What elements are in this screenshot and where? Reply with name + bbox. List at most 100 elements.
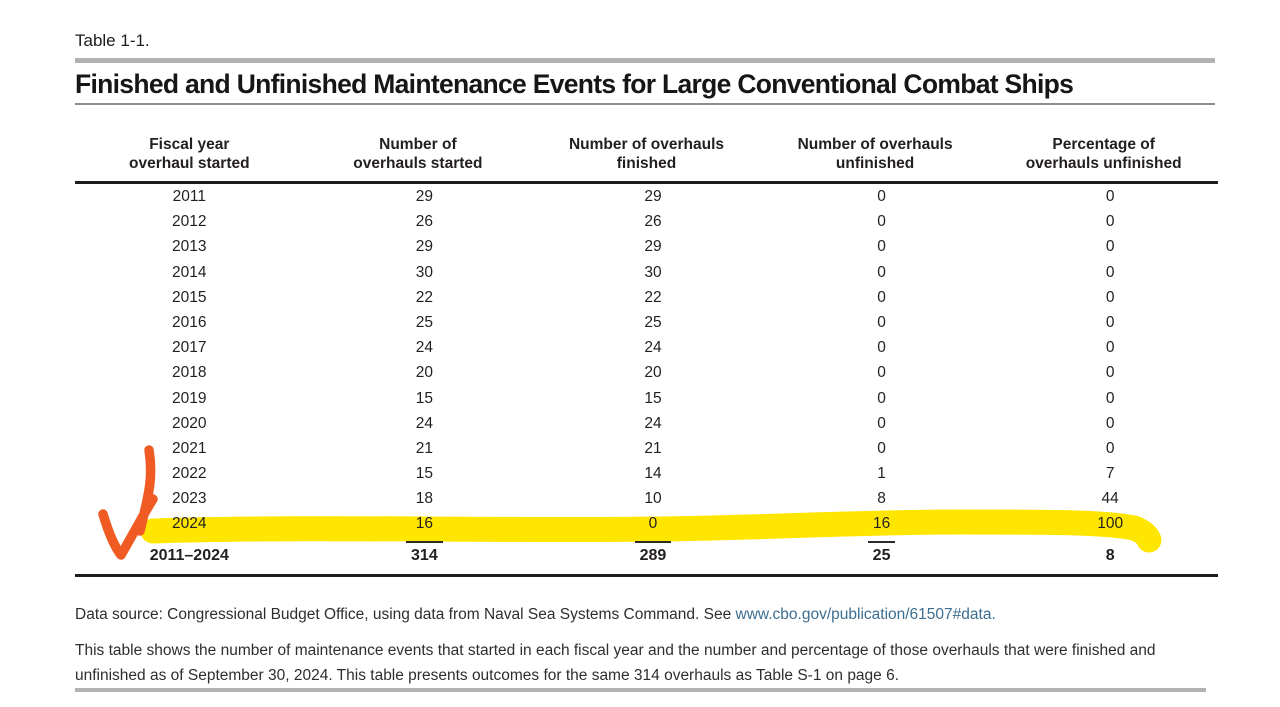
table-cell: 7 <box>1105 465 1115 483</box>
table-cell: 0 <box>877 339 886 357</box>
table-cell: 100 <box>1097 515 1124 533</box>
table-cell: 2018 <box>172 364 207 382</box>
total-value: 289 <box>634 540 672 565</box>
col-header-line: Number of <box>379 136 457 153</box>
col-header-line: Number of overhauls <box>568 136 724 153</box>
table-cell: 0 <box>877 414 886 432</box>
table-row: 2023 18 10 8 44 <box>75 486 1218 511</box>
table-row: 2017 24 24 0 0 <box>75 335 1218 360</box>
table-row: 2018 20 20 0 0 <box>75 360 1218 385</box>
source-period: . <box>991 606 996 623</box>
table-cell: 0 <box>1105 188 1115 205</box>
table-cell: 0 <box>1105 439 1115 457</box>
cbo-publication-link[interactable]: www.cbo.gov/publication/61507#data <box>735 606 992 623</box>
table-number-label: Table 1-1. <box>75 31 150 50</box>
table-cell: 29 <box>644 188 662 205</box>
table-cell: 25 <box>415 313 434 331</box>
total-value: 8 <box>1105 546 1115 564</box>
table-cell: 1 <box>877 465 886 483</box>
table-cell: 0 <box>648 515 658 533</box>
table-cell: 2012 <box>172 213 207 231</box>
table-cell: 0 <box>1105 414 1115 432</box>
table-row: 2016 25 25 0 0 <box>75 310 1218 335</box>
table-cell: 0 <box>877 213 886 231</box>
table-row: 2020 24 24 0 0 <box>75 411 1218 436</box>
table-cell: 29 <box>644 238 662 256</box>
table-cell: 0 <box>1105 288 1115 306</box>
table-cell: 2021 <box>172 439 207 457</box>
col-header-overhauls-started: Number of overhauls started <box>304 136 533 173</box>
col-header-line: Percentage of <box>1052 136 1155 153</box>
table-cell: 22 <box>644 288 662 306</box>
table-cell: 20 <box>644 364 662 382</box>
table-cell: 24 <box>644 414 662 432</box>
table-row: 2012 26 26 0 0 <box>75 209 1218 234</box>
col-header-line: finished <box>616 154 677 172</box>
table-cell: 24 <box>415 339 434 357</box>
table-cell: 21 <box>415 439 434 457</box>
table-row: 2022 15 14 1 7 <box>75 461 1218 486</box>
table-cell: 29 <box>415 188 434 205</box>
table-cell: 2015 <box>172 288 207 306</box>
table-header-row: Fiscal year overhaul started Number of o… <box>75 134 1218 184</box>
table-cell: 15 <box>644 389 662 407</box>
table-cell: 2013 <box>172 238 207 256</box>
table-cell: 26 <box>644 213 662 231</box>
table-cell: 0 <box>1105 389 1115 407</box>
table-cell: 0 <box>1105 364 1115 382</box>
table-cell: 16 <box>872 515 891 533</box>
table-row: 2019 15 15 0 0 <box>75 386 1218 411</box>
table-cell: 0 <box>877 389 886 407</box>
data-source-note: Data source: Congressional Budget Office… <box>75 606 1218 624</box>
table-cell: 30 <box>415 263 434 281</box>
table-cell: 29 <box>415 238 434 256</box>
table-cell: 0 <box>1105 339 1115 357</box>
table-description-note: This table shows the number of maintenan… <box>75 639 1218 688</box>
table-row: 2024 16 0 16 100 <box>75 511 1218 536</box>
col-header-fiscal-year: Fiscal year overhaul started <box>75 136 304 173</box>
title-rule <box>75 103 1215 105</box>
col-header-overhauls-finished: Number of overhauls finished <box>532 136 761 173</box>
maintenance-events-table: Fiscal year overhaul started Number of o… <box>75 134 1218 577</box>
table-cell: 2024 <box>172 515 207 533</box>
table-cell: 14 <box>644 465 662 483</box>
table-row: 2015 22 22 0 0 <box>75 285 1218 310</box>
total-value: 25 <box>867 540 896 565</box>
table-cell: 2011 <box>172 188 206 205</box>
table-total-row: 2011–2024 314 289 25 8 <box>75 537 1218 577</box>
table-cell: 21 <box>644 439 662 457</box>
table-row: 2014 30 30 0 0 <box>75 260 1218 285</box>
table-cell: 44 <box>1101 490 1119 508</box>
col-header-line: overhauls started <box>353 154 483 172</box>
table-cell: 0 <box>877 313 886 331</box>
table-cell: 0 <box>1105 263 1115 281</box>
table-cell: 24 <box>644 339 662 357</box>
table-cell: 2016 <box>172 313 207 331</box>
page-title: Finished and Unfinished Maintenance Even… <box>75 69 1074 99</box>
table-cell: 18 <box>415 490 434 508</box>
col-header-line: Fiscal year <box>149 136 230 153</box>
bottom-divider-bar <box>75 688 1206 692</box>
source-text: Data source: Congressional Budget Office… <box>75 606 736 623</box>
total-finished: 289 <box>532 540 761 565</box>
table-cell: 0 <box>877 263 886 281</box>
table-cell: 0 <box>1105 313 1115 331</box>
table-cell: 30 <box>644 263 662 281</box>
total-unfinished: 25 <box>761 540 990 565</box>
table-cell: 0 <box>877 439 886 457</box>
table-cell: 0 <box>877 188 886 205</box>
table-cell: 2020 <box>172 414 207 432</box>
note-line: This table shows the number of maintenan… <box>75 642 1156 659</box>
table-cell: 2019 <box>172 389 207 407</box>
table-cell: 0 <box>877 238 886 256</box>
col-header-line: overhauls unfinished <box>1025 154 1182 172</box>
table-cell: 8 <box>877 490 886 508</box>
table-row: 2013 29 29 0 0 <box>75 234 1218 259</box>
table-cell: 15 <box>415 389 434 407</box>
table-row: 2011 29 29 0 0 <box>75 184 1218 209</box>
total-started: 314 <box>304 540 533 565</box>
table-cell: 2017 <box>172 339 207 357</box>
table-cell: 0 <box>877 288 886 306</box>
col-header-overhauls-unfinished: Number of overhauls unfinished <box>761 136 990 173</box>
col-header-line: overhaul started <box>128 154 250 172</box>
